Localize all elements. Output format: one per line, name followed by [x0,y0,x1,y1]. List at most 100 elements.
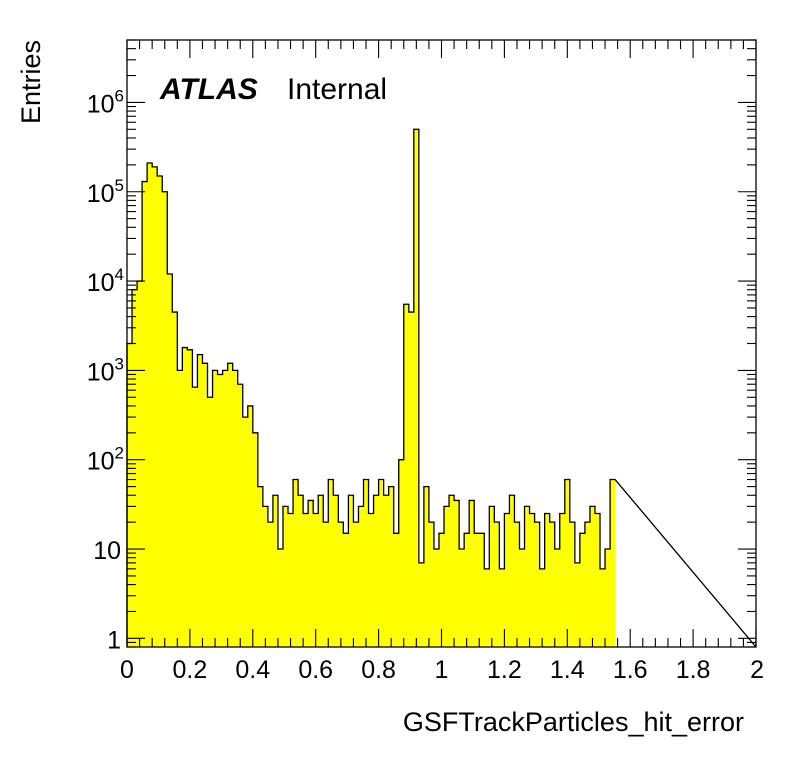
atlas-label: ATLAS [159,73,258,106]
y-tick-label: 102 [87,444,124,476]
y-tick-label: 1 [107,626,121,654]
histogram-bin [212,370,218,647]
x-tick-label: 0.6 [298,656,333,684]
histogram-bin [428,522,435,647]
histogram-bin [494,522,500,647]
histogram-bin [303,513,309,647]
x-tick-labels: 0 0.2 0.4 0.6 0.8 1 1.2 1.4 1.6 1.8 2 [120,656,764,684]
histogram-bin [197,354,203,647]
histogram-bin [207,397,213,647]
histogram-bin [605,549,611,647]
histogram-bin [363,479,369,647]
histogram-bin [559,513,566,647]
histogram-bin [277,549,284,647]
histogram-bin [232,370,239,647]
x-tick-label: 1.6 [613,656,648,684]
histogram-bin [282,506,289,647]
histogram-bin [403,304,410,647]
y-tick-label: 105 [87,176,124,208]
histogram-bin [454,500,460,647]
axis-ticks [126,39,757,648]
histogram-bins [126,128,757,648]
histogram-bin [388,486,395,647]
histogram-bin [610,479,616,647]
histogram-bin [479,533,485,647]
histogram-outline [126,128,757,648]
histogram-bin [504,513,510,647]
histogram-bin [353,522,359,647]
x-tick-label: 0.8 [361,656,396,684]
histogram-bin [358,506,364,647]
x-tick-label: 1.8 [676,656,711,684]
y-tick-label: 103 [87,354,124,386]
x-tick-label: 1.4 [550,656,585,684]
histogram-bin [288,513,294,647]
histogram-bin [574,562,581,647]
y-tick-label: 104 [87,265,124,297]
histogram-bin [529,513,535,647]
histogram-bin [569,522,576,647]
histogram-bin [534,522,541,647]
histogram-bin [242,417,249,647]
histogram-bin [338,522,344,647]
histogram-bin [499,568,505,647]
histogram-bin [267,522,274,647]
histogram-bin [368,513,374,647]
x-tick-label: 1.2 [487,656,522,684]
y-axis-title: Entries [16,40,46,124]
histogram-bin [413,129,420,647]
histogram-bin [162,191,168,647]
histogram-bin [348,495,354,647]
histogram-bin [378,479,385,647]
histogram-bin [227,363,234,647]
histogram-bin [584,522,591,647]
histogram-bin [514,522,520,647]
histogram-bin [313,513,319,647]
histogram-bin [489,506,495,647]
histogram-bin [433,549,440,647]
histogram-bin [474,533,480,647]
histogram-bin [318,495,324,647]
histogram-bin [600,568,606,647]
plot-frame [126,39,757,648]
y-tick-label: 106 [87,86,124,118]
histogram-bin [192,387,198,647]
histogram-bin [459,549,465,647]
histogram-bin [343,533,349,647]
histogram-bin [147,162,153,647]
x-tick-label: 2 [750,656,764,684]
y-tick-label: 10 [93,537,121,565]
histogram-bin [393,533,400,647]
histogram-bin [237,384,244,647]
histogram-bin [333,495,339,647]
x-axis-title: GSFTrackParticles_hit_error [403,707,744,737]
histogram-bin [217,374,224,647]
histogram-bin [137,281,143,647]
histogram-bin [398,459,405,647]
histogram-bin [262,506,269,647]
histogram-bin [469,500,475,647]
histogram-bin [544,513,551,647]
histogram-bin [464,533,470,647]
histogram-bin [564,479,571,647]
histogram-bin [554,549,561,647]
histogram-bin [293,479,299,647]
histogram-bin [152,166,158,647]
histogram-bin [594,513,601,647]
histogram-bin [444,506,450,647]
histogram-bin [418,562,425,647]
histogram-bin [539,568,546,647]
histogram-bin [157,176,163,647]
x-tick-label: 0 [120,656,134,684]
histogram-bin [549,522,556,647]
histogram-bin [373,495,379,647]
histogram-bin [222,370,229,647]
histogram-bin [383,495,390,647]
histogram-bin [519,549,525,647]
histogram-bin [172,312,178,647]
histogram-bin [247,405,254,647]
histogram-bin [142,181,148,648]
histogram-bin [308,500,314,647]
histogram-bin [272,495,279,647]
